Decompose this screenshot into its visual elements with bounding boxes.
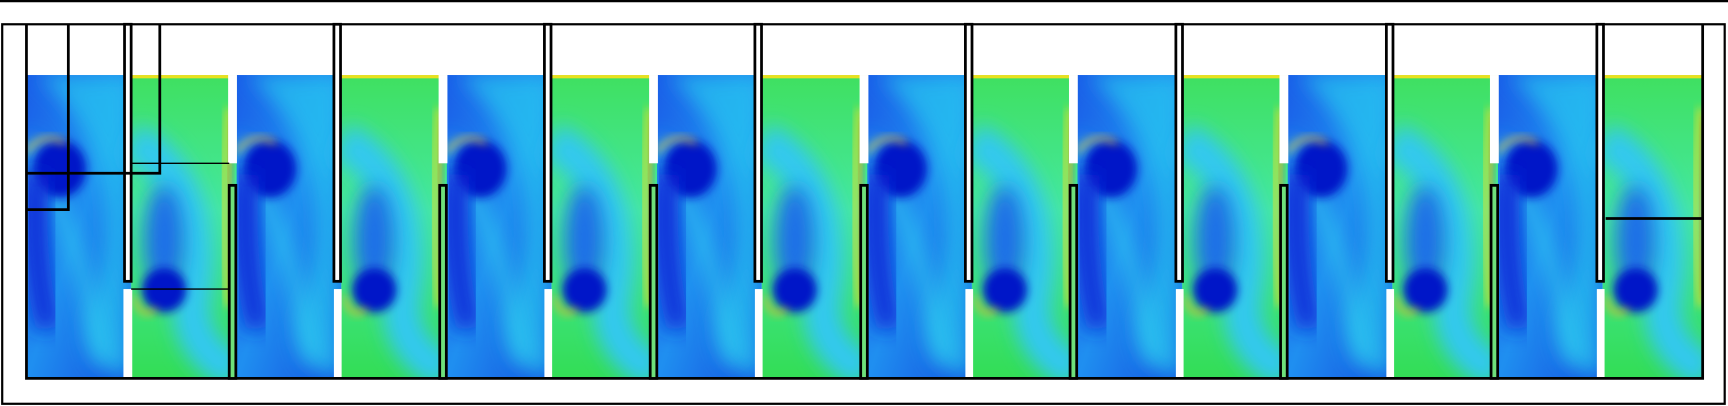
bottom-baffles — [227, 183, 1500, 380]
probe-boxes — [26, 24, 1703, 220]
top-baffles — [123, 22, 1605, 283]
gap-lines — [131, 162, 230, 290]
gaps — [123, 75, 1605, 379]
